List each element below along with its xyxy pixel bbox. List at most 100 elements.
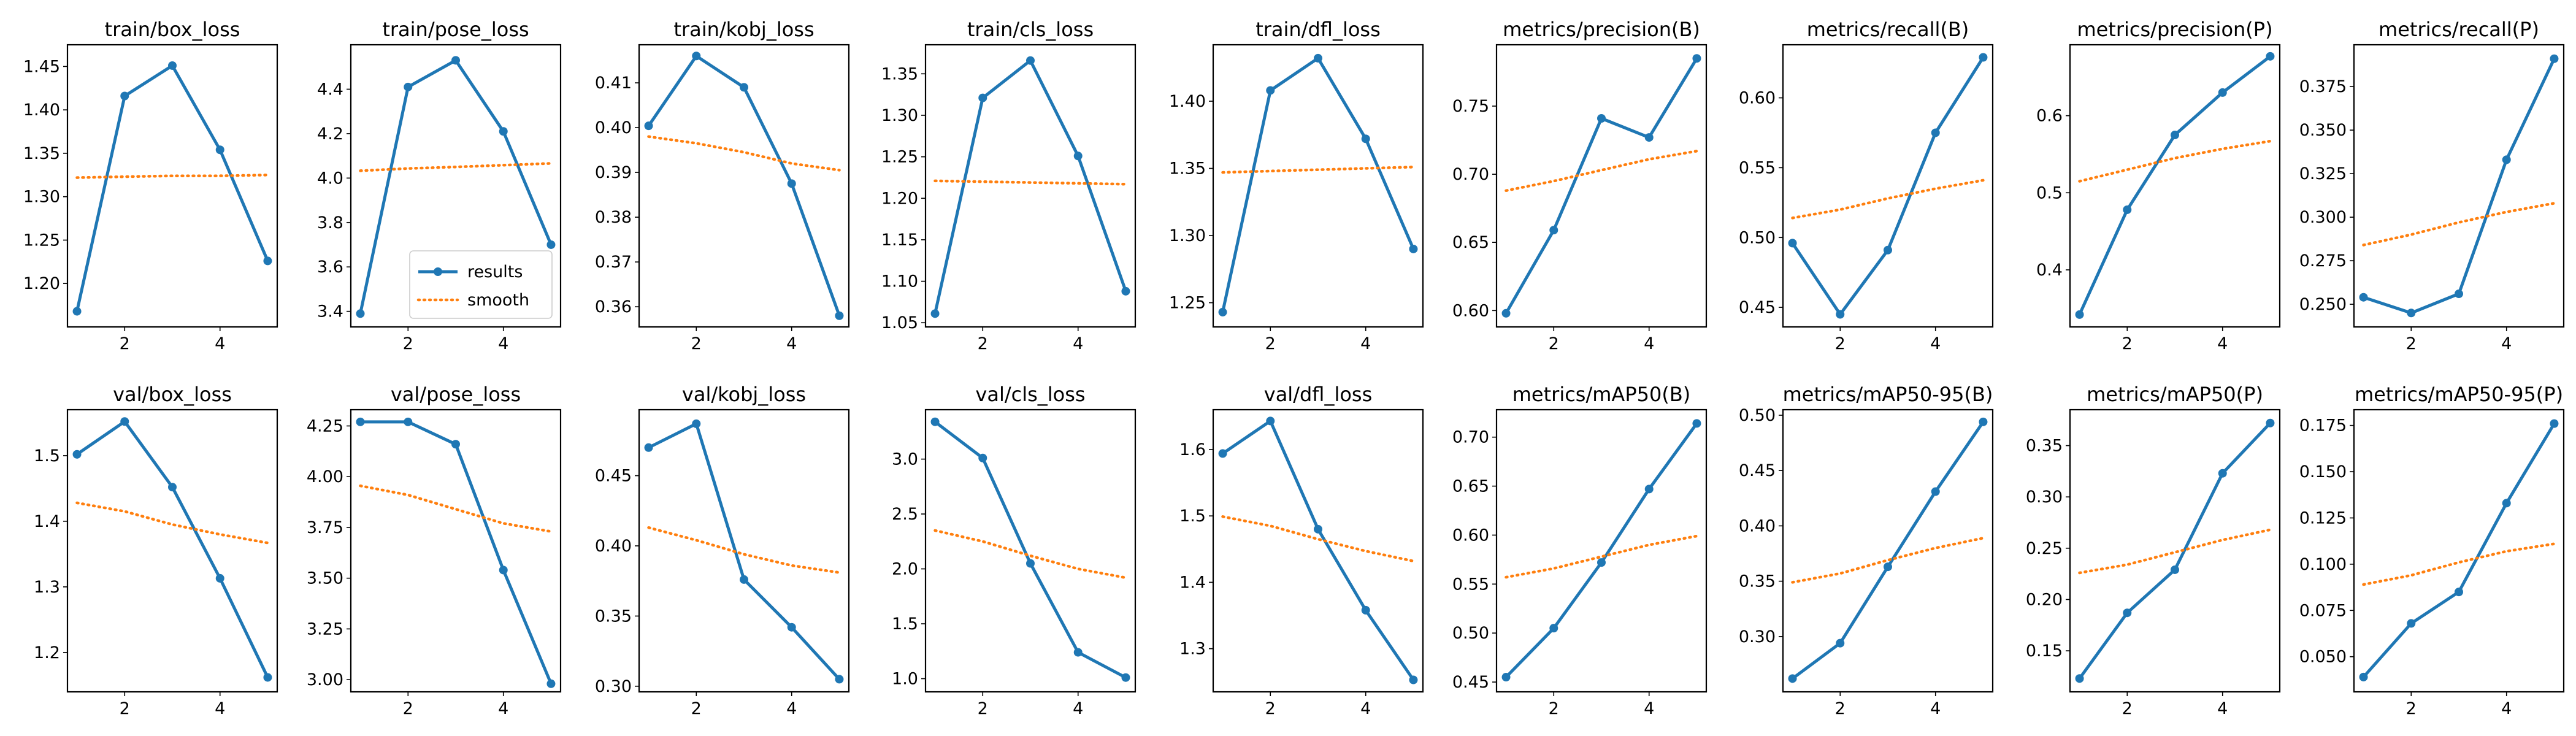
y-tick-label: 0.40: [595, 537, 632, 556]
results-data-point: [2171, 131, 2179, 140]
panel-metrics-map50-95-b: metrics/mAP50-95(B) 0.30 0.35 0.40 0.45 0.50 2…: [1739, 383, 1994, 718]
results-data-point: [546, 679, 556, 688]
results-data-point: [356, 417, 365, 426]
results-data-point: [1409, 675, 1418, 684]
panel-metrics-precision-b: metrics/precision(B) 0.60 0.65 0.70 0.75 2 4: [1452, 18, 1708, 353]
x-tick-label: 2: [403, 699, 413, 718]
y-tick-label: 0.50: [1739, 228, 1776, 247]
y-tick-label: 0.60: [1452, 301, 1489, 320]
y-tick-label: 0.45: [1739, 461, 1776, 480]
panel-metrics-recall-p: metrics/recall(P) 0.250 0.275 0.300 0.325 0.3…: [2299, 18, 2565, 353]
y-tick-label: 1.40: [23, 101, 60, 120]
smooth-series-line: [647, 135, 841, 172]
panel-train-box-loss: train/box_loss 1.20 1.25 1.30 1.35 1.40 1.45 2 4: [23, 18, 278, 353]
y-tick-label: 0.325: [2299, 164, 2347, 183]
plot-frame: [1212, 408, 1424, 693]
panel-val-kobj-loss: val/kobj_loss 0.30 0.35 0.40 0.45 2 4: [595, 383, 850, 718]
legend-results-marker: [434, 267, 442, 276]
results-data-point: [978, 453, 987, 462]
y-tick-label: 0.60: [1452, 526, 1489, 545]
y-tick-label: 3.8: [317, 213, 343, 232]
results-data-point: [1073, 648, 1083, 657]
plot-frame: [1212, 44, 1424, 328]
panel-val-cls-loss: val/cls_loss 1.0 1.5 2.0 2.5 3.0 2 4: [892, 383, 1137, 718]
y-tick-label: 1.10: [881, 272, 918, 291]
results-data-point: [2123, 608, 2132, 618]
panel-title: metrics/mAP50-95(P): [2355, 383, 2563, 406]
results-data-point: [215, 145, 224, 155]
x-tick-label: 4: [2501, 699, 2512, 718]
y-tick-label: 0.150: [2299, 462, 2347, 481]
panel-metrics-recall-b: metrics/recall(B) 0.45 0.50 0.55 0.60 2 4: [1739, 18, 1994, 353]
results-data-point: [1788, 239, 1797, 248]
y-tick-label: 3.6: [317, 258, 343, 277]
y-tick-label: 0.65: [1452, 477, 1489, 496]
results-data-point: [1884, 245, 1892, 255]
y-tick-label: 0.375: [2299, 77, 2347, 96]
y-tick-label: 1.35: [23, 144, 60, 163]
x-tick-label: 2: [120, 699, 130, 718]
smooth-series-line: [359, 484, 553, 533]
y-tick-label: 0.275: [2299, 251, 2347, 270]
y-tick-label: 2.5: [892, 505, 918, 524]
results-data-point: [1836, 638, 1845, 648]
results-data-point: [2218, 88, 2227, 97]
panel-train-cls-loss: train/cls_loss 1.05 1.10 1.15 1.20 1.25 1.30 1.…: [881, 18, 1137, 353]
results-data-point: [120, 417, 129, 426]
results-data-point: [1266, 416, 1275, 426]
x-tick-label: 2: [2406, 699, 2417, 718]
y-tick-label: 0.55: [1452, 575, 1489, 594]
smooth-series-line: [75, 174, 269, 179]
results-data-point: [740, 575, 748, 584]
results-data-point: [546, 240, 556, 249]
y-tick-label: 0.75: [1452, 97, 1489, 116]
results-data-point: [356, 309, 365, 318]
panel-title: train/pose_loss: [382, 18, 529, 41]
y-tick-label: 1.0: [892, 670, 918, 689]
results-data-point: [2502, 155, 2511, 164]
results-data-point: [835, 675, 844, 684]
panel-title: metrics/precision(P): [2077, 18, 2272, 41]
results-data-point: [787, 179, 796, 188]
x-tick-label: 2: [978, 334, 988, 353]
y-tick-label: 0.45: [595, 467, 632, 486]
x-tick-label: 4: [1930, 699, 1941, 718]
x-tick-label: 4: [1644, 334, 1654, 353]
y-tick-label: 0.35: [1739, 572, 1776, 591]
y-tick-label: 0.60: [1739, 89, 1776, 108]
y-tick-label: 0.70: [1452, 428, 1489, 447]
results-data-point: [1218, 449, 1227, 458]
panel-val-pose-loss: val/pose_loss 3.00 3.25 3.50 3.75 4.00 4.25 2 4: [307, 383, 562, 718]
panel-title: val/kobj_loss: [682, 383, 806, 406]
smooth-series-line: [359, 162, 553, 172]
results-data-point: [787, 623, 796, 632]
smooth-series-line: [1505, 150, 1698, 193]
x-tick-label: 2: [2406, 334, 2417, 353]
results-data-point: [1549, 226, 1558, 235]
results-data-point: [2550, 54, 2559, 63]
plot-frame: [924, 44, 1137, 328]
y-tick-label: 3.0: [892, 450, 918, 469]
y-tick-label: 4.0: [317, 169, 343, 188]
smooth-series-line: [933, 529, 1127, 580]
results-data-point: [451, 440, 460, 449]
x-tick-label: 2: [1835, 699, 1846, 718]
results-data-point: [120, 91, 129, 101]
x-tick-label: 2: [978, 699, 988, 718]
smooth-series-line: [2362, 202, 2556, 247]
results-data-point: [1409, 244, 1418, 253]
y-tick-label: 1.3: [34, 578, 60, 597]
results-data-point: [644, 121, 653, 131]
y-tick-label: 0.30: [595, 677, 632, 696]
results-data-point: [1549, 624, 1558, 633]
results-data-point: [2075, 674, 2084, 683]
y-tick-label: 1.15: [881, 231, 918, 250]
y-tick-label: 0.50: [1739, 406, 1776, 425]
results-data-point: [1692, 419, 1701, 428]
x-tick-label: 2: [1549, 699, 1559, 718]
panel-title: train/dfl_loss: [1255, 18, 1381, 41]
plot-frame: [66, 408, 278, 693]
results-data-point: [1218, 307, 1227, 316]
results-data-point: [2359, 672, 2368, 681]
